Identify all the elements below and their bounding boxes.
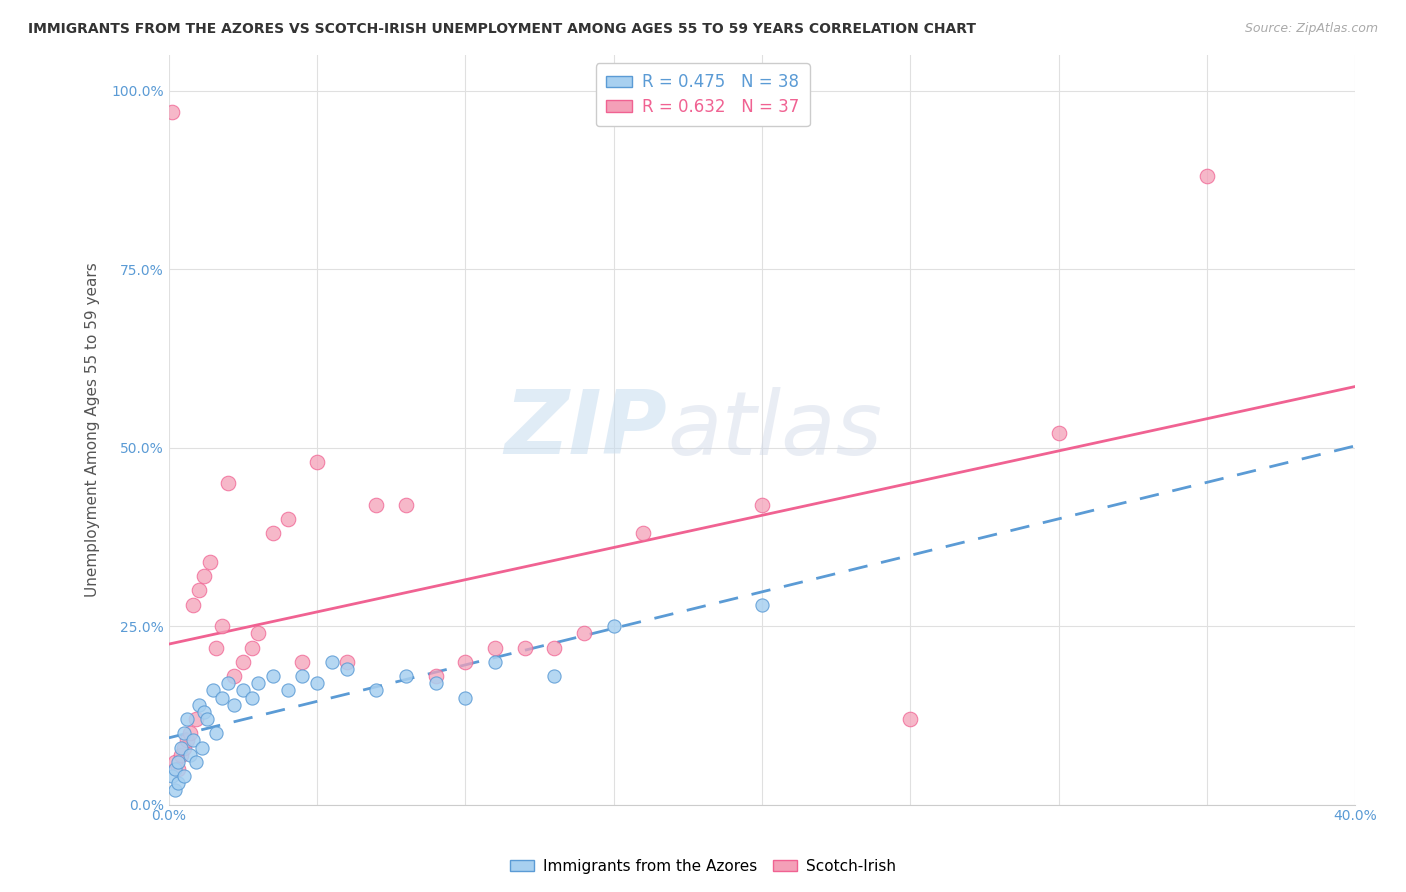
Point	[395, 498, 418, 512]
Point	[163, 783, 186, 797]
Point	[179, 726, 201, 740]
Point	[232, 655, 254, 669]
Point	[602, 619, 624, 633]
Point	[187, 698, 209, 712]
Point	[246, 676, 269, 690]
Point	[184, 755, 207, 769]
Point	[366, 683, 388, 698]
Point	[187, 583, 209, 598]
Point	[307, 676, 329, 690]
Point	[454, 655, 477, 669]
Point	[160, 105, 183, 120]
Point	[217, 676, 239, 690]
Point	[200, 555, 222, 569]
Point	[224, 669, 246, 683]
Point	[211, 619, 233, 633]
Point	[321, 655, 343, 669]
Point	[232, 683, 254, 698]
Point	[336, 662, 359, 676]
Legend: R = 0.475   N = 38, R = 0.632   N = 37: R = 0.475 N = 38, R = 0.632 N = 37	[596, 63, 810, 126]
Point	[190, 740, 212, 755]
Point	[425, 676, 447, 690]
Point	[1195, 169, 1218, 184]
Point	[395, 669, 418, 683]
Point	[217, 476, 239, 491]
Text: Source: ZipAtlas.com: Source: ZipAtlas.com	[1244, 22, 1378, 36]
Point	[193, 569, 215, 583]
Point	[205, 726, 228, 740]
Point	[163, 755, 186, 769]
Point	[751, 498, 773, 512]
Point	[572, 626, 595, 640]
Text: atlas: atlas	[666, 387, 882, 473]
Point	[513, 640, 536, 655]
Point	[176, 712, 198, 726]
Point	[166, 762, 188, 776]
Point	[205, 640, 228, 655]
Point	[197, 712, 219, 726]
Point	[181, 733, 204, 747]
Point	[1047, 426, 1070, 441]
Y-axis label: Unemployment Among Ages 55 to 59 years: Unemployment Among Ages 55 to 59 years	[86, 262, 100, 598]
Point	[224, 698, 246, 712]
Point	[184, 712, 207, 726]
Point	[454, 690, 477, 705]
Point	[240, 690, 263, 705]
Point	[425, 669, 447, 683]
Text: IMMIGRANTS FROM THE AZORES VS SCOTCH-IRISH UNEMPLOYMENT AMONG AGES 55 TO 59 YEAR: IMMIGRANTS FROM THE AZORES VS SCOTCH-IRI…	[28, 22, 976, 37]
Point	[336, 655, 359, 669]
Point	[307, 455, 329, 469]
Point	[751, 598, 773, 612]
Point	[193, 705, 215, 719]
Point	[202, 683, 225, 698]
Point	[176, 733, 198, 747]
Point	[160, 769, 183, 783]
Point	[181, 598, 204, 612]
Legend: Immigrants from the Azores, Scotch-Irish: Immigrants from the Azores, Scotch-Irish	[503, 853, 903, 880]
Point	[898, 712, 921, 726]
Point	[163, 762, 186, 776]
Point	[173, 740, 195, 755]
Point	[166, 776, 188, 790]
Point	[262, 526, 284, 541]
Point	[543, 669, 565, 683]
Point	[173, 726, 195, 740]
Point	[276, 683, 298, 698]
Point	[484, 640, 506, 655]
Point	[166, 755, 188, 769]
Point	[246, 626, 269, 640]
Point	[262, 669, 284, 683]
Point	[179, 747, 201, 762]
Point	[633, 526, 655, 541]
Point	[366, 498, 388, 512]
Point	[240, 640, 263, 655]
Text: ZIP: ZIP	[505, 386, 666, 474]
Point	[211, 690, 233, 705]
Point	[170, 740, 193, 755]
Point	[170, 747, 193, 762]
Point	[543, 640, 565, 655]
Point	[291, 669, 314, 683]
Point	[173, 769, 195, 783]
Point	[291, 655, 314, 669]
Point	[276, 512, 298, 526]
Point	[484, 655, 506, 669]
